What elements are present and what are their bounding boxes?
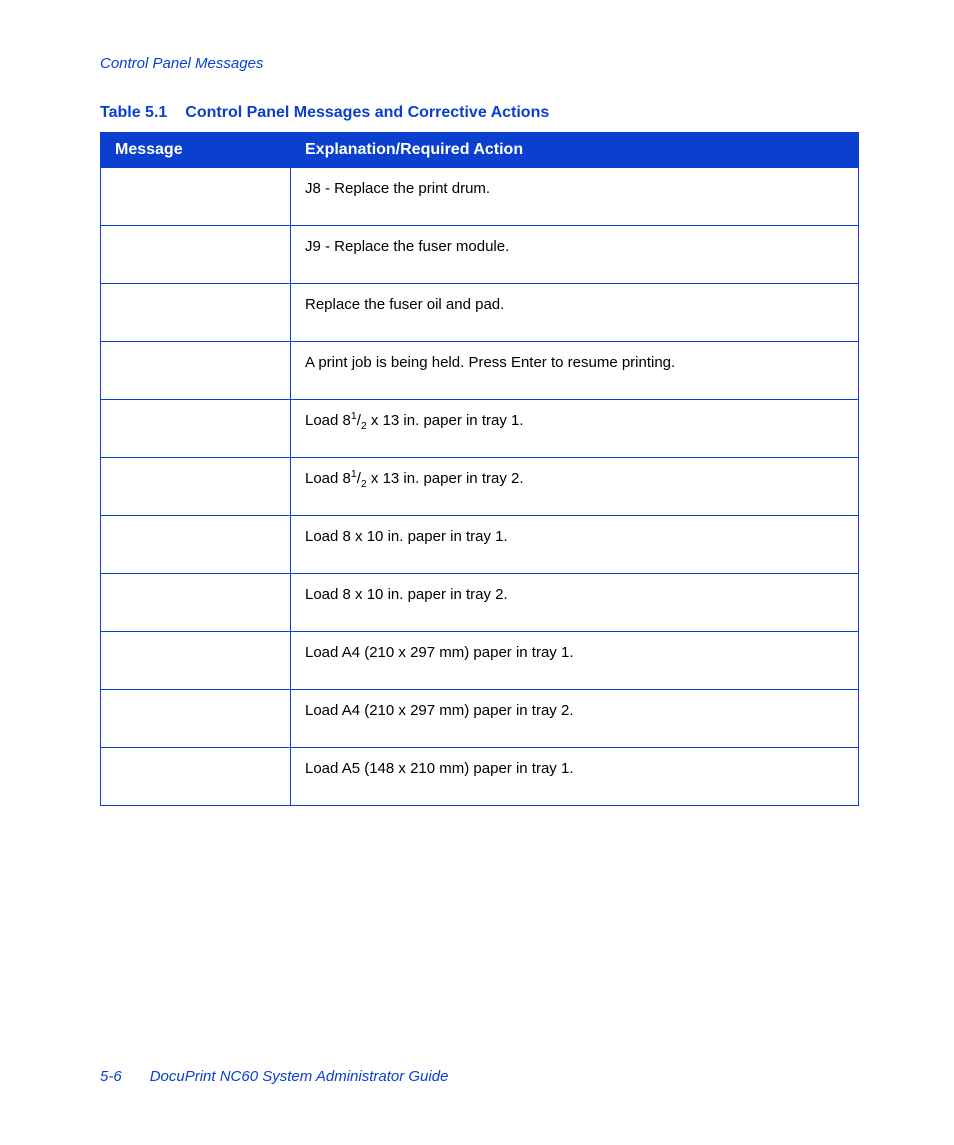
cell-explanation: J8 - Replace the print drum. (291, 168, 859, 226)
table-row: J9 - Replace the fuser module. (101, 226, 859, 284)
cell-message (101, 748, 291, 806)
cell-explanation: Load A4 (210 x 297 mm) paper in tray 1. (291, 632, 859, 690)
cell-message (101, 284, 291, 342)
running-header: Control Panel Messages (100, 55, 859, 72)
column-header-message: Message (101, 133, 291, 168)
table-row: Load A4 (210 x 297 mm) paper in tray 2. (101, 690, 859, 748)
table-caption-number: Table 5.1 (100, 104, 167, 121)
page-number: 5-6 (100, 1068, 122, 1085)
cell-message (101, 168, 291, 226)
table-row: A print job is being held. Press Enter t… (101, 342, 859, 400)
cell-message (101, 574, 291, 632)
table-header-row: Message Explanation/Required Action (101, 133, 859, 168)
cell-explanation: Load 81/2 x 13 in. paper in tray 2. (291, 458, 859, 516)
cell-message (101, 516, 291, 574)
table-row: Load 8 x 10 in. paper in tray 1. (101, 516, 859, 574)
table-row: Replace the fuser oil and pad. (101, 284, 859, 342)
cell-explanation: Load 8 x 10 in. paper in tray 1. (291, 516, 859, 574)
footer-doc-title: DocuPrint NC60 System Administrator Guid… (150, 1068, 449, 1085)
messages-table: Message Explanation/Required Action J8 -… (100, 132, 859, 806)
cell-message (101, 458, 291, 516)
cell-explanation: Load 8 x 10 in. paper in tray 2. (291, 574, 859, 632)
page-footer: 5-6 DocuPrint NC60 System Administrator G… (100, 1068, 448, 1085)
table-row: J8 - Replace the print drum. (101, 168, 859, 226)
cell-explanation: Load 81/2 x 13 in. paper in tray 1. (291, 400, 859, 458)
cell-explanation: Replace the fuser oil and pad. (291, 284, 859, 342)
cell-message (101, 690, 291, 748)
table-row: Load 81/2 x 13 in. paper in tray 1. (101, 400, 859, 458)
cell-explanation: A print job is being held. Press Enter t… (291, 342, 859, 400)
table-row: Load 81/2 x 13 in. paper in tray 2. (101, 458, 859, 516)
cell-message (101, 632, 291, 690)
cell-message (101, 226, 291, 284)
table-body: J8 - Replace the print drum.J9 - Replace… (101, 168, 859, 806)
cell-message (101, 342, 291, 400)
column-header-explanation: Explanation/Required Action (291, 133, 859, 168)
table-row: Load 8 x 10 in. paper in tray 2. (101, 574, 859, 632)
table-row: Load A4 (210 x 297 mm) paper in tray 1. (101, 632, 859, 690)
table-caption-title: Control Panel Messages and Corrective Ac… (185, 104, 549, 121)
cell-explanation: Load A4 (210 x 297 mm) paper in tray 2. (291, 690, 859, 748)
table-caption: Table 5.1 Control Panel Messages and Corr… (100, 104, 859, 122)
cell-explanation: Load A5 (148 x 210 mm) paper in tray 1. (291, 748, 859, 806)
cell-message (101, 400, 291, 458)
document-page: Control Panel Messages Table 5.1 Control … (0, 0, 954, 806)
table-row: Load A5 (148 x 210 mm) paper in tray 1. (101, 748, 859, 806)
cell-explanation: J9 - Replace the fuser module. (291, 226, 859, 284)
